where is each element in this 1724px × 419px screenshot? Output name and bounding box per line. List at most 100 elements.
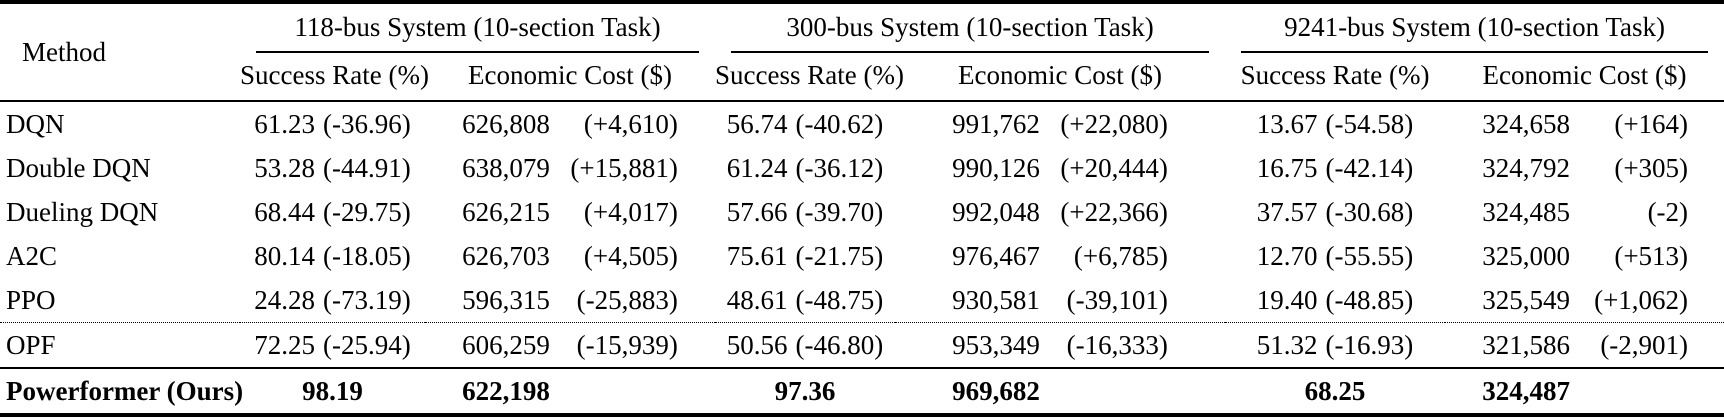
cell-delta: (-30.68) xyxy=(1325,197,1414,227)
cell-value: 324,792 xyxy=(1482,153,1571,183)
cell-delta: (+513) xyxy=(1614,241,1689,271)
group-header-118-bus-label: 118-bus System (10-section Task) xyxy=(256,10,700,53)
cell-value: 992,048 xyxy=(952,197,1040,227)
table-row: A2C 80.14 (-18.05) 626,703 (+4,505) 75.61 (-21… xyxy=(0,234,1724,278)
cell-value: 61.23 xyxy=(254,109,315,139)
success-rate-cell: 13.67 (-54.58) xyxy=(1225,101,1445,146)
economic-cost-cell: 990,126 (+20,444) xyxy=(895,146,1225,190)
success-rate-cell: 72.25 (-25.94) xyxy=(240,322,425,368)
success-rate-cell: 48.61 (-48.75) xyxy=(715,278,895,323)
cell-value: 16.75 xyxy=(1256,153,1318,183)
cell-value: 953,349 xyxy=(952,330,1040,360)
cell-value: 324,658 xyxy=(1482,109,1571,139)
success-rate-cell: 61.23 (-36.96) xyxy=(240,101,425,146)
table-header: Method 118-bus System (10-section Task) … xyxy=(0,2,1724,102)
cell-delta: (+4,505) xyxy=(583,241,678,271)
cell-value: 976,467 xyxy=(952,241,1040,271)
economic-cost-cell: 596,315 (-25,883) xyxy=(425,278,715,323)
cell-delta: (-39.70) xyxy=(795,197,884,227)
success-rate-cell: 75.61 (-21.75) xyxy=(715,234,895,278)
cell-delta: (-16,333) xyxy=(1066,330,1168,360)
cell-value: 12.70 xyxy=(1256,241,1318,271)
cell-value: 969,682 xyxy=(952,376,1040,406)
economic-cost-cell: 638,079 (+15,881) xyxy=(425,146,715,190)
cell-delta: (-25,883) xyxy=(576,285,678,315)
method-cell: PPO xyxy=(6,285,56,315)
cell-value: 626,703 xyxy=(462,241,550,271)
economic-cost-cell: 626,808 (+4,610) xyxy=(425,101,715,146)
method-cell: OPF xyxy=(0,322,240,368)
cell-value: 19.40 xyxy=(1256,285,1318,315)
cell-delta: (-2) xyxy=(1647,197,1689,227)
cell-delta: (-48.85) xyxy=(1325,285,1414,315)
table-row: PPO 24.28 (-73.19) 596,315 (-25,883) 48.61 (-4… xyxy=(0,278,1724,323)
method-cell: Powerformer (Ours) xyxy=(0,367,243,415)
success-rate-cell: 98.19 xyxy=(240,367,425,415)
cell-value: 48.61 xyxy=(726,285,788,315)
method-cell: A2C xyxy=(6,241,58,271)
cell-delta: (-39,101) xyxy=(1066,285,1168,315)
success-rate-cell: 61.24 (-36.12) xyxy=(715,146,895,190)
cell-delta: (+22,080) xyxy=(1060,109,1168,139)
success-rate-cell: 51.32 (-16.93) xyxy=(1225,322,1446,368)
method-cell: Dueling DQN xyxy=(6,197,159,227)
cell-value: 80.14 xyxy=(254,241,315,271)
cell-value: 37.57 xyxy=(1256,197,1318,227)
cell-delta: (-46.80) xyxy=(795,330,884,360)
success-rate-cell: 19.40 (-48.85) xyxy=(1225,278,1445,323)
cell-value: 324,485 xyxy=(1482,197,1571,227)
cell-delta: (-16.93) xyxy=(1325,330,1414,360)
cell-value: 68.44 xyxy=(254,197,315,227)
method-cell: DQN xyxy=(6,109,65,139)
success-rate-cell: 80.14 (-18.05) xyxy=(240,234,425,278)
cell-delta: (-18.05) xyxy=(323,241,411,271)
success-rate-cell: 53.28 (-44.91) xyxy=(240,146,425,190)
cell-delta: (+1,062) xyxy=(1594,285,1689,315)
economic-cost-cell: 324,792 (+305) xyxy=(1445,146,1724,190)
economic-cost-cell: 976,467 (+6,785) xyxy=(895,234,1225,278)
cell-delta: (-55.55) xyxy=(1325,241,1414,271)
group-header-9241-bus-label: 9241-bus System (10-section Task) xyxy=(1241,10,1709,53)
table-row: Powerformer (Ours) 98.19 622,198 97.36 969,6… xyxy=(0,367,1724,415)
cell-value: 638,079 xyxy=(462,153,550,183)
cell-delta: (+305) xyxy=(1614,153,1689,183)
economic-cost-cell: 324,485 (-2) xyxy=(1445,190,1724,234)
success-rate-cell: 12.70 (-55.55) xyxy=(1225,234,1445,278)
cell-value: 61.24 xyxy=(726,153,788,183)
table-row: Dueling DQN 68.44 (-29.75) 626,215 (+4,017) 5… xyxy=(0,190,1724,234)
success-rate-cell: 68.44 (-29.75) xyxy=(240,190,425,234)
success-rate-cell: 24.28 (-73.19) xyxy=(240,278,425,323)
cell-delta: (-29.75) xyxy=(323,197,411,227)
economic-cost-cell: 622,198 xyxy=(425,367,716,415)
economic-cost-cell: 325,549 (+1,062) xyxy=(1445,278,1724,323)
cell-delta: (-48.75) xyxy=(795,285,884,315)
economic-cost-cell: 324,487 xyxy=(1445,367,1724,415)
success-rate-header-9241: Success Rate (%) xyxy=(1225,53,1446,102)
cell-delta: (+22,366) xyxy=(1060,197,1168,227)
table-row: DQN 61.23 (-36.96) 626,808 (+4,610) 56.74 (-40… xyxy=(0,101,1724,146)
success-rate-cell: 68.25 xyxy=(1225,367,1446,415)
cell-delta: (+15,881) xyxy=(570,153,678,183)
cell-value: 75.61 xyxy=(726,241,788,271)
cell-delta: (-15,939) xyxy=(576,330,678,360)
cell-value: 72.25 xyxy=(254,330,315,360)
cell-value: 991,762 xyxy=(952,109,1040,139)
success-rate-header-118: Success Rate (%) xyxy=(240,53,429,102)
cell-delta: (-36.12) xyxy=(795,153,884,183)
cell-value: 622,198 xyxy=(462,376,550,406)
cell-value: 13.67 xyxy=(1256,109,1318,139)
cell-value: 596,315 xyxy=(462,285,550,315)
cell-delta: (+4,017) xyxy=(583,197,678,227)
success-rate-cell: 16.75 (-42.14) xyxy=(1225,146,1445,190)
table-body: DQN 61.23 (-36.96) 626,808 (+4,610) 56.74 (-40… xyxy=(0,101,1724,415)
success-rate-cell: 57.66 (-39.70) xyxy=(715,190,895,234)
economic-cost-cell: 991,762 (+22,080) xyxy=(895,101,1225,146)
cell-delta: (-54.58) xyxy=(1325,109,1414,139)
table-row: OPF 72.25 (-25.94) 606,259 (-15,939) 50.56 (-4… xyxy=(0,322,1724,368)
success-rate-cell: 50.56 (-46.80) xyxy=(715,322,896,368)
cell-value: 321,586 xyxy=(1482,330,1571,360)
group-header-row: Method 118-bus System (10-section Task) … xyxy=(0,2,1724,102)
cell-value: 24.28 xyxy=(254,285,315,315)
success-rate-header-300: Success Rate (%) xyxy=(715,53,904,102)
